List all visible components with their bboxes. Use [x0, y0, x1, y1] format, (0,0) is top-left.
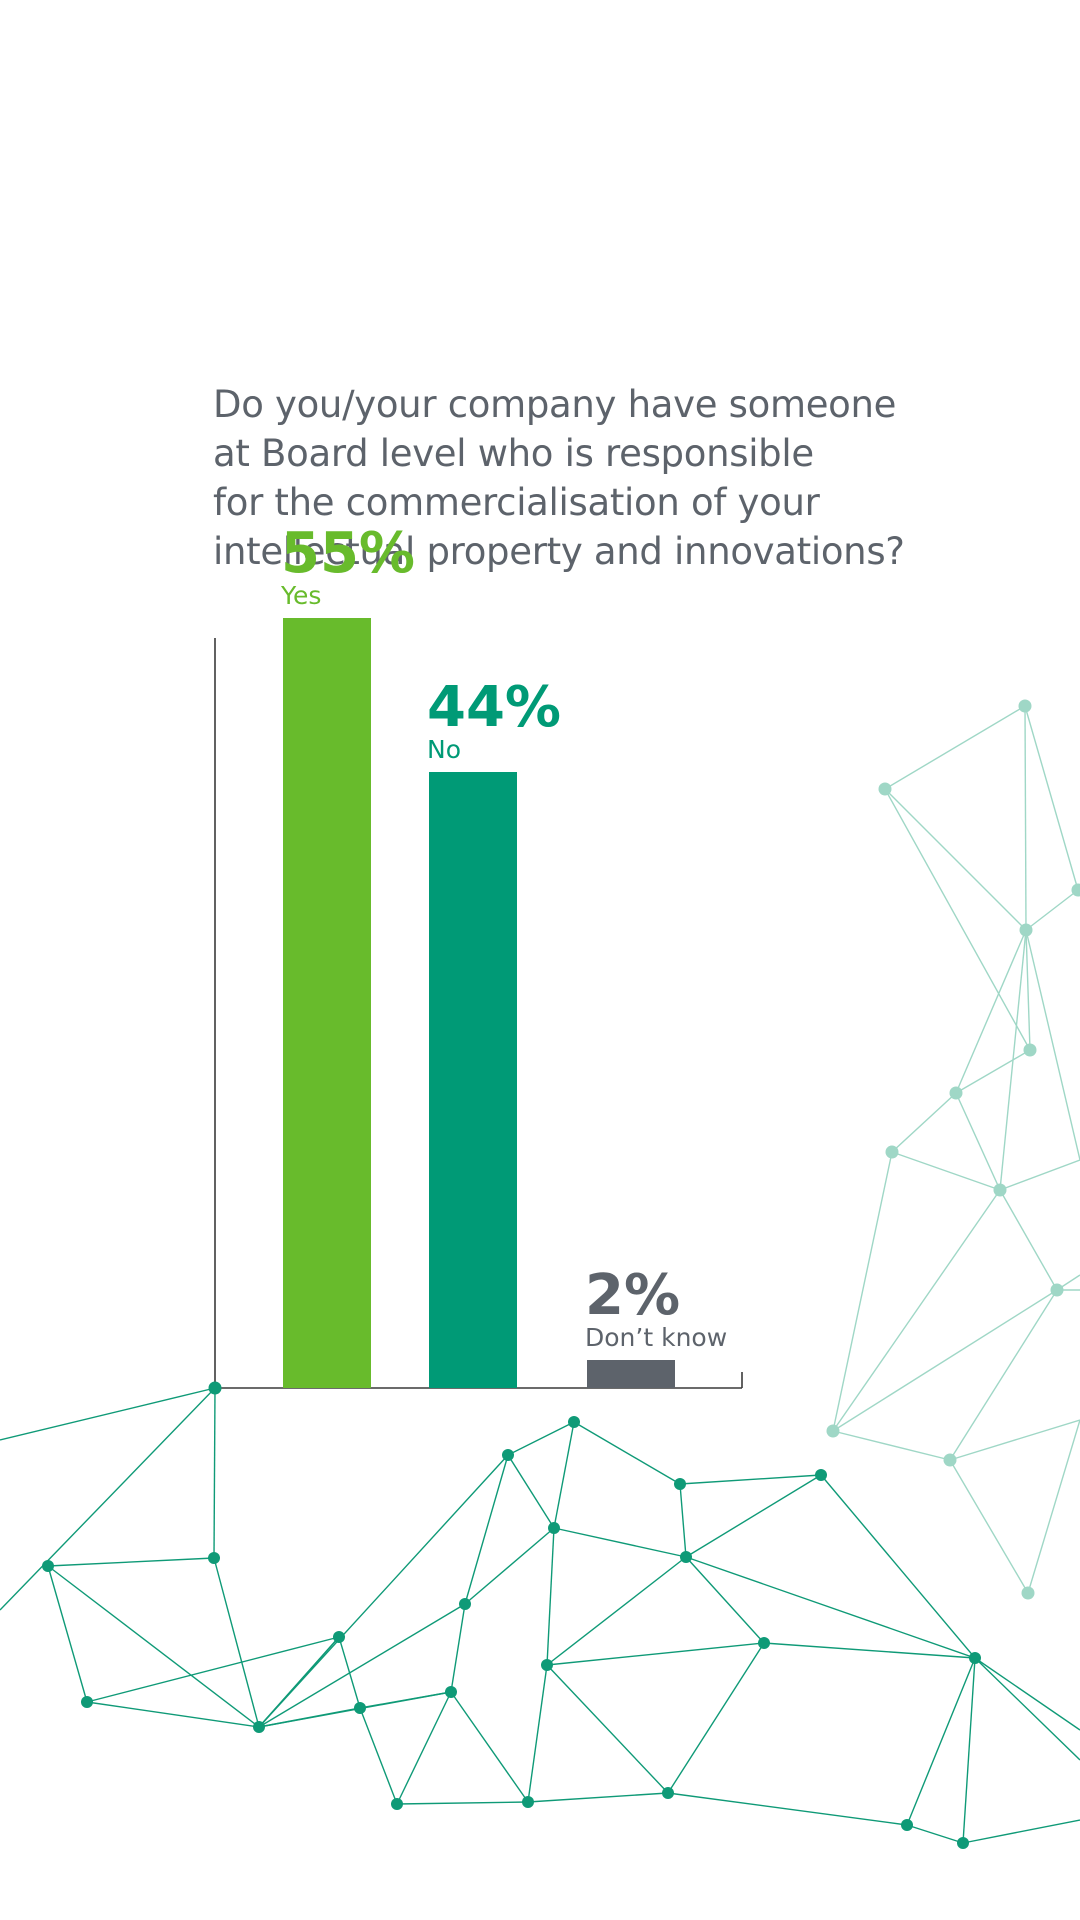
- question-line-3: for the commercialisation of your: [213, 481, 820, 524]
- category-label-yes: Yes: [280, 581, 321, 610]
- question-line-1: Do you/your company have someone: [213, 383, 897, 426]
- question-line-2: at Board level who is responsible: [213, 432, 814, 475]
- bar-don-t-know: [587, 1360, 675, 1388]
- question-line-4: intellectual property and innovations?: [213, 530, 905, 573]
- value-label-don-t-know: 2%: [585, 1263, 680, 1328]
- axis-origin-dot: [208, 1381, 222, 1395]
- category-label-don-t-know: Don’t know: [585, 1323, 727, 1352]
- value-label-no: 44%: [427, 675, 561, 740]
- question-title: Do you/your company have someone at Boar…: [213, 380, 913, 576]
- value-label-yes: 55%: [281, 521, 415, 586]
- bar-no: [429, 772, 517, 1388]
- category-label-no: No: [427, 735, 461, 764]
- bar-yes: [283, 618, 371, 1388]
